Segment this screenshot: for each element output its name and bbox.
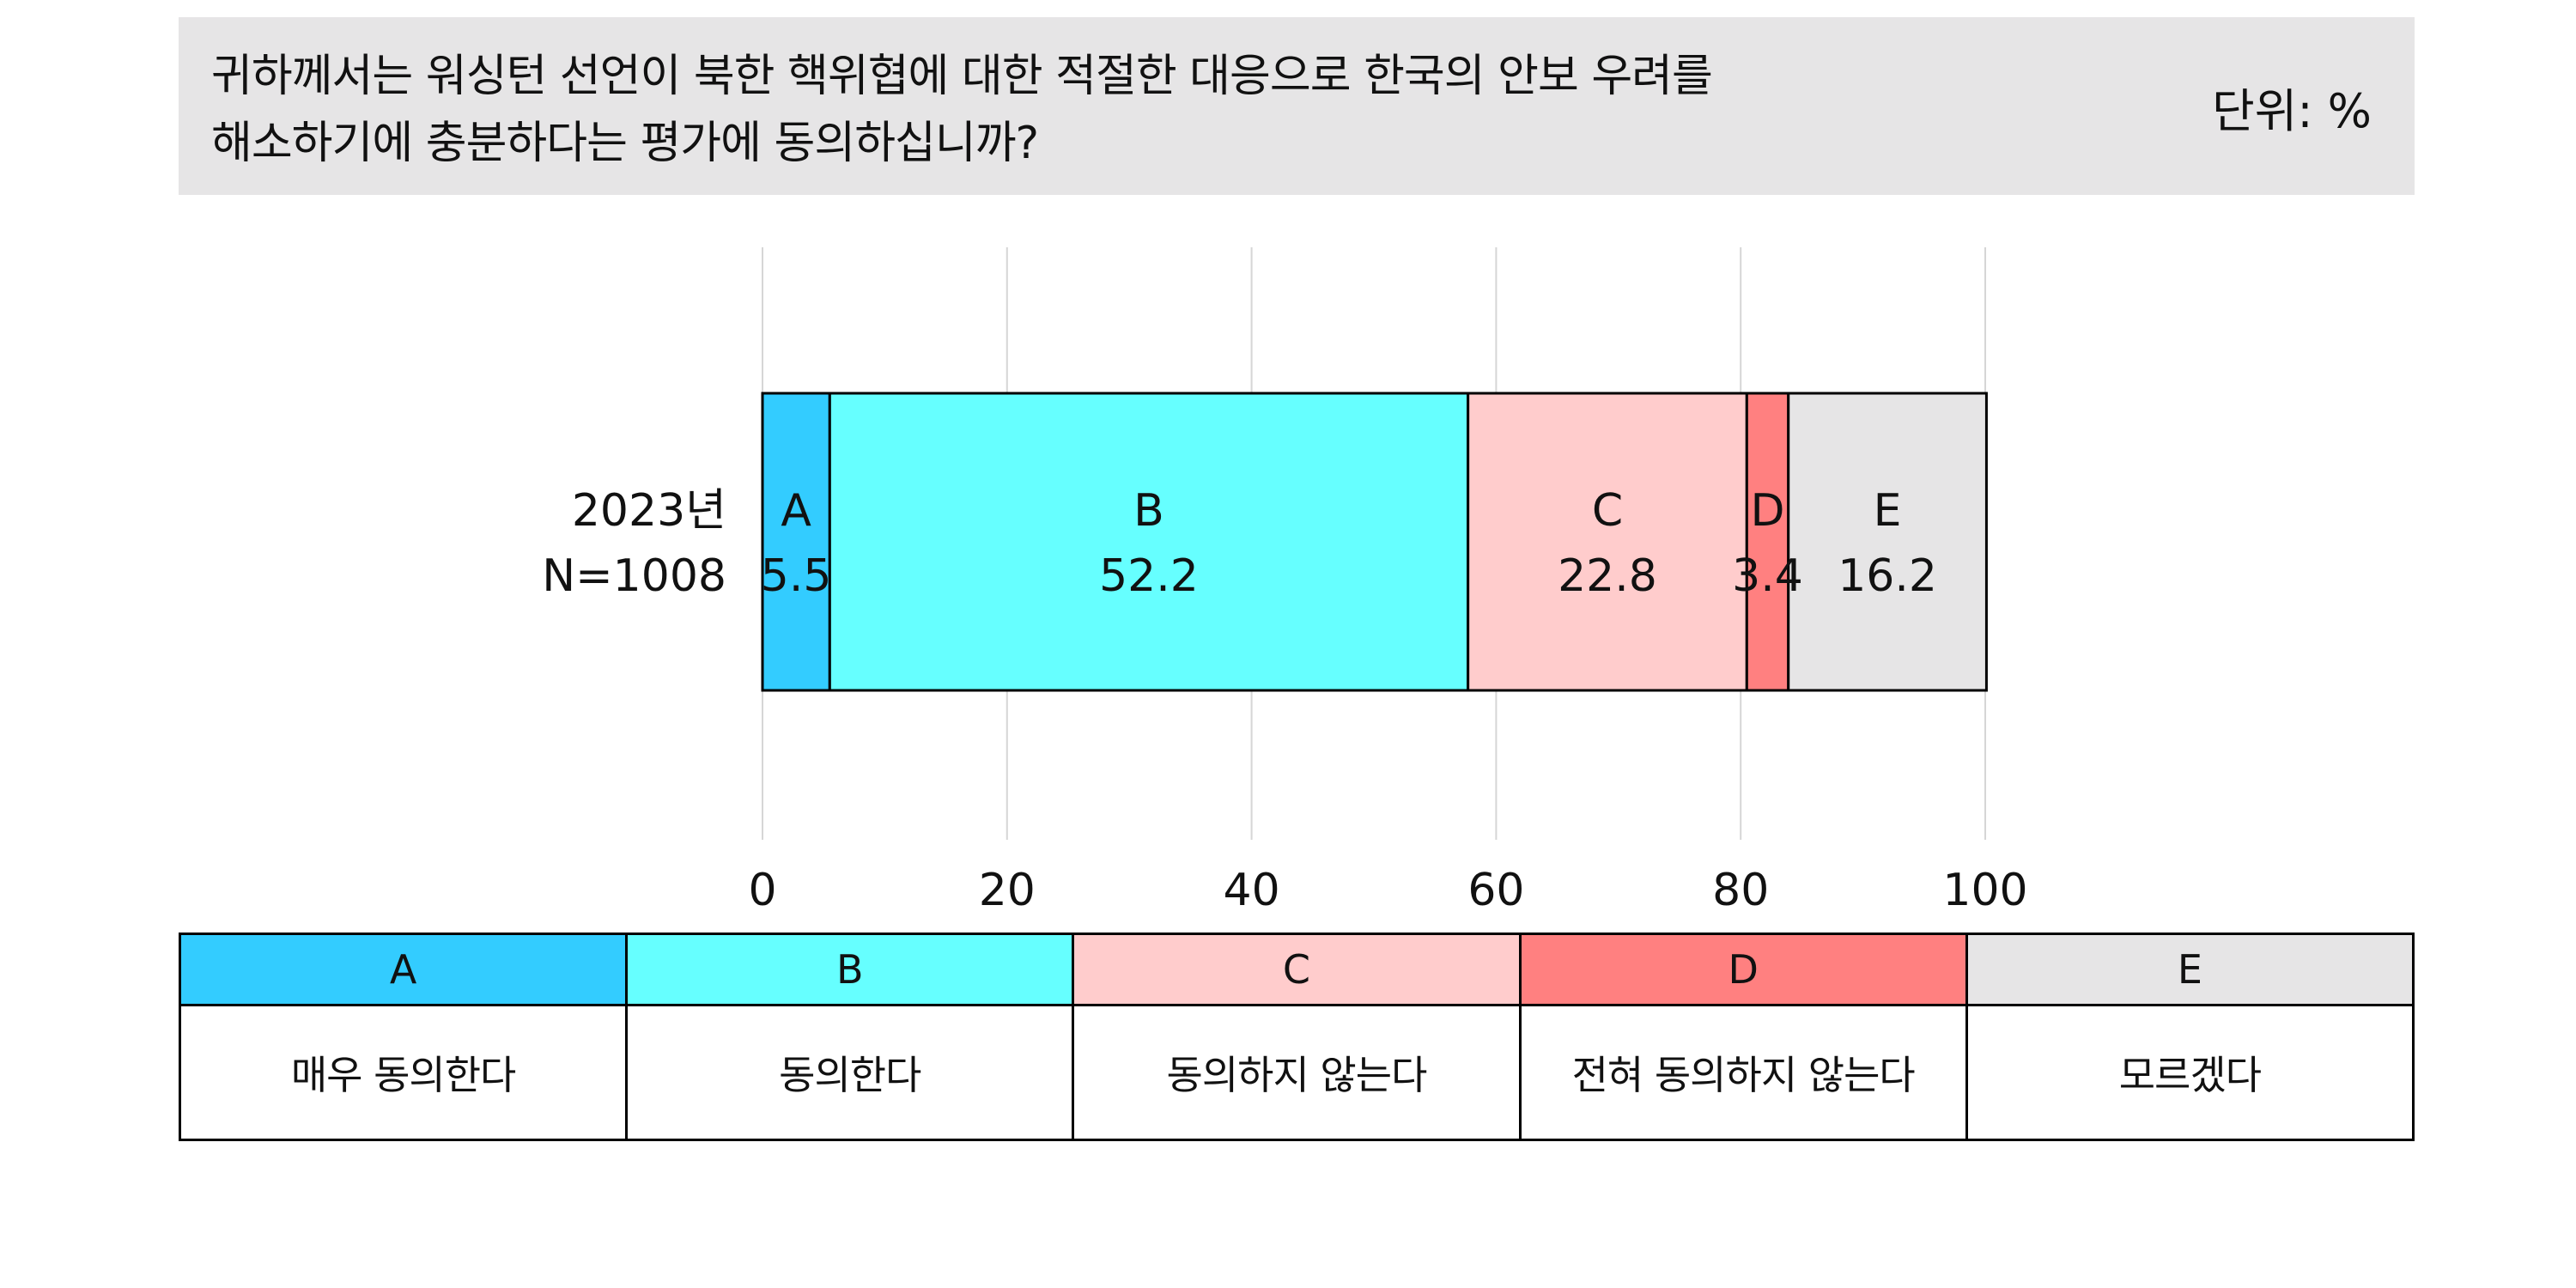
data-label-c: 22.8 [1558, 550, 1657, 602]
legend-code-a: A [178, 933, 629, 1006]
question-line-1: 귀하께서는 워싱턴 선언이 북한 핵위협에 대한 적절한 대응으로 한국의 안보… [211, 51, 1713, 102]
legend-code-d: D [1518, 933, 1968, 1006]
bar-segment-a [761, 392, 831, 692]
x-tick-80: 80 [1712, 865, 1769, 916]
data-label-a: 5.5 [761, 550, 832, 602]
x-tick-40: 40 [1224, 865, 1280, 916]
x-tick-100: 100 [1942, 865, 2027, 916]
bar-segment-c [1467, 392, 1748, 692]
stacked-bar-chart: A 5.5 B 52.2 C 22.8 D 3.4 E 16.2 0 20 40 60 80 100 202… [542, 247, 2028, 916]
bar-segments [761, 392, 1988, 692]
x-tick-60: 60 [1467, 865, 1524, 916]
legend-code-c: C [1072, 933, 1522, 1006]
question-header: 귀하께서는 워싱턴 선언이 북한 핵위협에 대한 적절한 대응으로 한국의 안보… [179, 17, 2415, 195]
legend-label-d: 전혀 동의하지 않는다 [1518, 1004, 1968, 1141]
segment-name-a: A [781, 485, 811, 537]
bar-segment-b [828, 392, 1470, 692]
x-tick-labels: 0 20 40 60 80 100 [748, 865, 2027, 916]
bar-segment-e [1787, 392, 1988, 692]
legend-label-e: 모르겠다 [1965, 1004, 2415, 1141]
segment-name-c: C [1592, 485, 1623, 537]
category-label-line-1: 2023년 [572, 485, 726, 537]
question-line-2: 해소하기에 충분하다는 평가에 동의하십니까? [211, 118, 1039, 169]
legend-codes-row: A B C D E [178, 933, 2415, 1006]
legend-code-b: B [625, 933, 1075, 1006]
x-tick-0: 0 [748, 865, 776, 916]
legend-label-c: 동의하지 않는다 [1072, 1004, 1522, 1141]
category-label-line-2: N=1008 [542, 550, 726, 602]
data-label-e: 16.2 [1838, 550, 1937, 602]
legend-labels-row: 매우 동의한다 동의한다 동의하지 않는다 전혀 동의하지 않는다 모르겠다 [178, 1004, 2415, 1141]
segment-labels: A 5.5 B 52.2 C 22.8 D 3.4 E 16.2 [761, 485, 1937, 602]
legend-label-a: 매우 동의한다 [178, 1004, 629, 1141]
question-text: 귀하께서는 워싱턴 선언이 북한 핵위협에 대한 적절한 대응으로 한국의 안보… [211, 43, 2083, 177]
segment-name-e: E [1874, 485, 1902, 537]
legend-code-e: E [1965, 933, 2415, 1006]
legend-table: A B C D E 매우 동의한다 동의한다 동의하지 않는다 전혀 동의하지 … [178, 933, 2415, 1141]
x-tick-20: 20 [979, 865, 1036, 916]
legend-label-b: 동의한다 [625, 1004, 1075, 1141]
segment-name-d: D [1751, 485, 1785, 537]
segment-name-b: B [1133, 485, 1164, 537]
bar-segment-d [1745, 392, 1790, 692]
category-label: 2023년 N=1008 [542, 485, 726, 602]
unit-label: 단위: % [2211, 84, 2372, 138]
data-label-b: 52.2 [1099, 550, 1199, 602]
data-label-d: 3.4 [1732, 550, 1803, 602]
